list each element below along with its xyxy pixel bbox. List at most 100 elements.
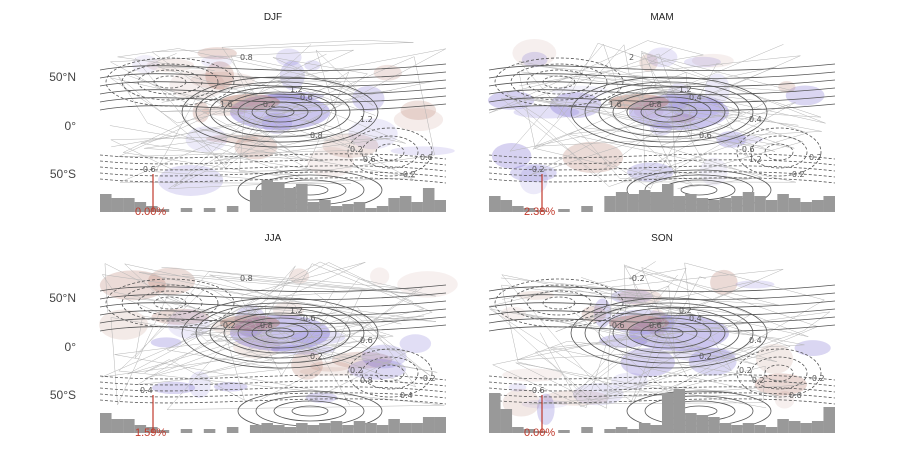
histogram-bar [823, 407, 835, 433]
histogram-bar [638, 423, 651, 433]
negative-anomaly-region [275, 48, 302, 67]
histogram-bar [811, 421, 824, 433]
histogram-bar [319, 423, 331, 433]
histogram-bar [512, 206, 524, 212]
histogram-bar [330, 421, 343, 433]
positive-anomaly-region [169, 69, 226, 100]
positive-contour [598, 86, 740, 138]
coastline [488, 266, 780, 401]
percent-label: 2.38% [524, 206, 556, 218]
contour-label: 0.6 [360, 336, 373, 345]
positive-contour [273, 400, 347, 422]
negative-contour [488, 374, 836, 381]
histogram-bar [157, 430, 170, 433]
histogram-bar [157, 209, 170, 212]
histogram-bar [811, 200, 824, 212]
coastline [101, 261, 425, 379]
histogram-bar [742, 423, 755, 433]
negative-anomaly-region [668, 94, 724, 119]
positive-contour [488, 284, 836, 293]
lat-label-50s: 50°S [49, 167, 76, 181]
histogram-bar [307, 425, 320, 433]
histogram-bar [261, 180, 273, 212]
positive-anomaly-region [639, 53, 658, 72]
positive-contour [626, 96, 712, 128]
histogram-bar [800, 423, 812, 433]
anomaly-shading [131, 47, 455, 196]
positive-contour [584, 81, 754, 143]
histogram-bar [146, 206, 158, 212]
histogram-bar [673, 196, 686, 212]
contour-label: -0.2 [529, 165, 545, 174]
positive-contour [488, 300, 836, 309]
negative-contour [510, 284, 608, 322]
histogram-bar [399, 423, 412, 433]
contour-label: -0.2 [749, 376, 765, 385]
histogram-bar [422, 188, 435, 212]
histogram-bar [388, 419, 400, 433]
negative-anomaly-region [519, 165, 548, 195]
positive-anomaly-region [502, 368, 563, 382]
positive-contour [99, 292, 447, 301]
histogram-bar [719, 198, 732, 212]
negative-contour [488, 153, 836, 160]
contour-label: 1.2 [679, 85, 692, 94]
negative-contour [347, 127, 433, 177]
histogram-bar [535, 431, 547, 433]
histogram-bar [731, 196, 743, 212]
histogram-bar [146, 427, 158, 433]
contour-label: -0.2 [629, 274, 645, 283]
contour-label: 1.2 [290, 85, 303, 94]
histogram-bar [365, 423, 377, 433]
negative-contour [488, 398, 836, 405]
contour-label: 1.2 [290, 306, 303, 315]
contour-label: 0.4 [689, 314, 702, 323]
coastline [134, 271, 423, 406]
positive-contour [626, 317, 712, 349]
positive-contour [570, 76, 768, 148]
coastline [101, 274, 437, 402]
contour-label: -0.2 [400, 170, 416, 179]
negative-contour [375, 364, 405, 382]
histogram-bar [673, 389, 686, 433]
histogram-bar [111, 419, 124, 433]
histogram-bar [662, 184, 674, 212]
negative-anomaly-region [536, 393, 555, 425]
histogram-bar [638, 190, 651, 212]
positive-contour [99, 95, 447, 104]
contour-label: 0.2 [350, 145, 363, 154]
positive-contour [237, 317, 323, 349]
negative-contour [488, 392, 836, 399]
histogram-bar [342, 204, 354, 212]
histogram-bar [708, 417, 720, 433]
positive-contour [654, 106, 684, 118]
negative-anomaly-region [551, 85, 609, 98]
histogram-bar [411, 202, 423, 212]
histogram-bar [523, 429, 536, 433]
contour-label: 0.2 [350, 366, 363, 375]
contours [99, 278, 447, 432]
histogram-bar [376, 425, 389, 433]
negative-contour [764, 364, 794, 382]
histogram [100, 180, 446, 212]
negative-contour [488, 386, 836, 393]
contours [488, 57, 836, 211]
histogram-bar [685, 194, 697, 212]
negative-anomaly-region [487, 91, 535, 110]
negative-contour [736, 127, 822, 177]
contour-label: 0.6 [789, 391, 802, 400]
lat-label-0: 0° [64, 119, 76, 133]
positive-contour [195, 81, 365, 143]
negative-anomaly-region [510, 164, 557, 182]
histogram-bar [615, 192, 628, 212]
histogram-bar [719, 423, 732, 433]
contour-label: 0.2 [739, 366, 752, 375]
negative-contour [99, 165, 447, 172]
positive-contour [181, 76, 379, 148]
histogram-bar [434, 417, 446, 433]
positive-contour [223, 312, 337, 354]
histogram-bar [777, 419, 789, 433]
histogram-bar [411, 423, 423, 433]
histogram-bar [558, 430, 570, 433]
histogram-bar [627, 429, 639, 433]
